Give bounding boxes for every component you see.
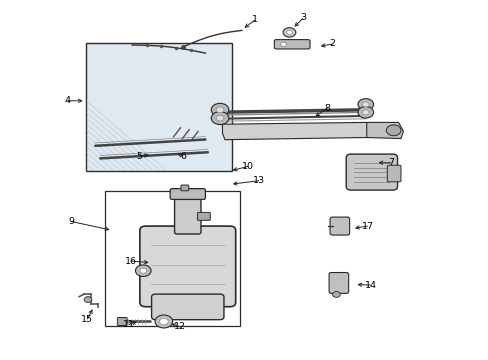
Text: 16: 16 — [125, 256, 137, 265]
FancyBboxPatch shape — [328, 273, 348, 293]
FancyBboxPatch shape — [274, 40, 309, 49]
FancyBboxPatch shape — [117, 318, 127, 325]
Text: 12: 12 — [174, 323, 185, 331]
Polygon shape — [366, 122, 403, 139]
Text: 4: 4 — [64, 96, 70, 105]
FancyBboxPatch shape — [386, 165, 400, 182]
Circle shape — [357, 99, 373, 110]
FancyBboxPatch shape — [151, 294, 224, 320]
Text: 3: 3 — [300, 13, 305, 22]
Text: 6: 6 — [180, 152, 186, 161]
Text: 13: 13 — [253, 176, 264, 185]
Text: 1: 1 — [252, 15, 258, 24]
Polygon shape — [222, 122, 371, 140]
Circle shape — [362, 102, 368, 107]
Circle shape — [280, 42, 286, 46]
Circle shape — [216, 107, 224, 113]
Text: 11: 11 — [122, 320, 134, 329]
Circle shape — [211, 103, 228, 116]
Circle shape — [159, 318, 168, 325]
Text: 17: 17 — [361, 222, 373, 231]
FancyBboxPatch shape — [170, 189, 205, 199]
Circle shape — [140, 268, 146, 273]
Text: 2: 2 — [329, 40, 335, 49]
Text: 7: 7 — [387, 158, 393, 167]
FancyBboxPatch shape — [140, 226, 235, 307]
Circle shape — [362, 110, 368, 115]
FancyBboxPatch shape — [329, 217, 349, 235]
FancyBboxPatch shape — [181, 185, 188, 191]
FancyBboxPatch shape — [346, 154, 397, 190]
FancyBboxPatch shape — [174, 194, 201, 234]
FancyBboxPatch shape — [197, 212, 210, 220]
Circle shape — [332, 292, 340, 297]
Circle shape — [135, 265, 151, 276]
Circle shape — [211, 112, 228, 125]
Text: 8: 8 — [324, 104, 330, 112]
Text: 14: 14 — [364, 281, 376, 289]
Circle shape — [386, 125, 400, 136]
Bar — [105, 191, 239, 326]
Circle shape — [286, 30, 292, 35]
Text: 10: 10 — [242, 162, 254, 171]
Circle shape — [84, 297, 92, 302]
Bar — [85, 43, 232, 171]
Text: 5: 5 — [136, 152, 142, 161]
Circle shape — [283, 28, 295, 37]
Text: 15: 15 — [81, 315, 93, 324]
Circle shape — [216, 115, 224, 121]
Circle shape — [357, 107, 373, 118]
Circle shape — [155, 315, 172, 328]
Text: 9: 9 — [68, 217, 74, 226]
